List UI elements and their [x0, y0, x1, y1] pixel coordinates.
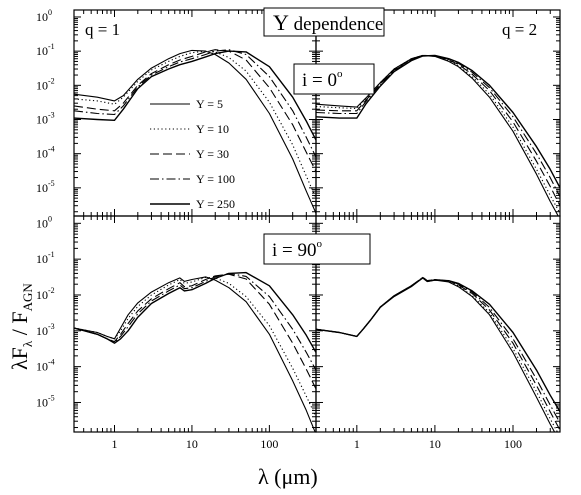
y-title-sub1: λ: [20, 340, 35, 347]
y-tick-label: 100: [36, 8, 52, 24]
y-tick-label: 10-4: [36, 145, 55, 161]
panels-layer: [74, 49, 560, 432]
y-title-sub2: AGN: [20, 283, 35, 312]
series-line-y-5: [74, 276, 316, 432]
incl-bottom-frame: [263, 233, 371, 265]
q-right-label: q = 2: [502, 20, 537, 39]
panel-frame: [73, 9, 317, 217]
incl-bottom-sup: o: [317, 238, 323, 250]
panel-q1-face-on: [74, 49, 316, 214]
series-line-y-5: [74, 49, 316, 214]
axes-layer: 100 10-1 10-2 10-3 10-4 10-5 100 10-1 10-2 10-3 10…: [36, 8, 561, 451]
y-tick-label: 10-2: [36, 286, 55, 302]
incl-bottom-label: i = 90o: [272, 238, 323, 261]
legend: Y = 5 Y = 10 Y = 30 Y = 100 Y = 250: [150, 97, 235, 211]
y-tick-label: 10-3: [36, 110, 55, 126]
series-line-y-5: [316, 54, 559, 216]
panel-q1-edge-on: [74, 271, 316, 432]
title-box: Y dependence: [263, 7, 385, 37]
y-tick-label: 100: [36, 214, 52, 230]
x-tick-label: 10: [186, 437, 198, 451]
y-title-slash: / F: [7, 311, 32, 340]
legend-label: Y = 10: [196, 122, 229, 136]
series-line-y-100: [74, 272, 316, 371]
title-box-frame: [263, 7, 385, 37]
incl-top-frame: [293, 63, 375, 95]
series-line-y-10: [74, 50, 316, 199]
series-line-y-250: [74, 271, 316, 353]
x-axis-title: λ (μm): [258, 464, 318, 489]
legend-label: Y = 100: [196, 172, 235, 186]
y-tick-label: 10-1: [36, 42, 55, 58]
y-tick-label: 10-5: [36, 393, 55, 409]
series-line-y-100: [74, 49, 316, 158]
legend-label: Y = 250: [196, 197, 235, 211]
series-line-y-30: [74, 49, 316, 172]
y-tick-label: 10-3: [36, 322, 55, 338]
series-line-y-30: [316, 276, 560, 431]
y-title-lead: λF: [7, 347, 32, 370]
y-tick-label: 10-5: [36, 179, 55, 195]
incl-top-prefix: i = 0: [302, 70, 337, 91]
series-line-y-5: [316, 277, 556, 432]
y-tick-label: 10-4: [36, 358, 55, 374]
y-axis-title: λFλ / FAGN: [7, 283, 35, 370]
panel-q2-face-on: [316, 54, 560, 216]
x-tick-label: 1: [354, 437, 360, 451]
incl-top-label: i = 0o: [302, 68, 343, 91]
x-tick-label: 100: [260, 437, 278, 451]
series-line-y-250: [316, 277, 560, 413]
y-tick-label: 10-2: [36, 76, 55, 92]
legend-label: Y = 30: [196, 147, 229, 161]
incl-top-sup: o: [337, 68, 343, 80]
series-line-y-250: [74, 50, 316, 141]
incl-bottom-prefix: i = 90: [272, 240, 317, 261]
legend-label: Y = 5: [196, 97, 223, 111]
series-line-y-100: [316, 55, 560, 197]
title-main: Y: [273, 10, 289, 35]
series-line-y-10: [316, 54, 560, 214]
x-tick-label: 100: [504, 437, 522, 451]
panel-frame: [315, 215, 561, 433]
series-line-y-30: [74, 273, 316, 390]
figure-title: Y dependence: [273, 10, 383, 35]
panel-q2-edge-on: [316, 276, 560, 432]
x-tick-label: 10: [429, 437, 441, 451]
x-tick-label: 1: [111, 437, 117, 451]
incl-bottom-box: i = 90o: [263, 233, 371, 265]
title-rest: dependence: [289, 14, 383, 35]
series-line-y-250: [316, 54, 560, 189]
q-left-label: q = 1: [85, 20, 120, 39]
incl-top-box: i = 0o: [293, 63, 375, 95]
series-line-y-30: [316, 54, 560, 206]
y-tick-label: 10-1: [36, 250, 55, 266]
